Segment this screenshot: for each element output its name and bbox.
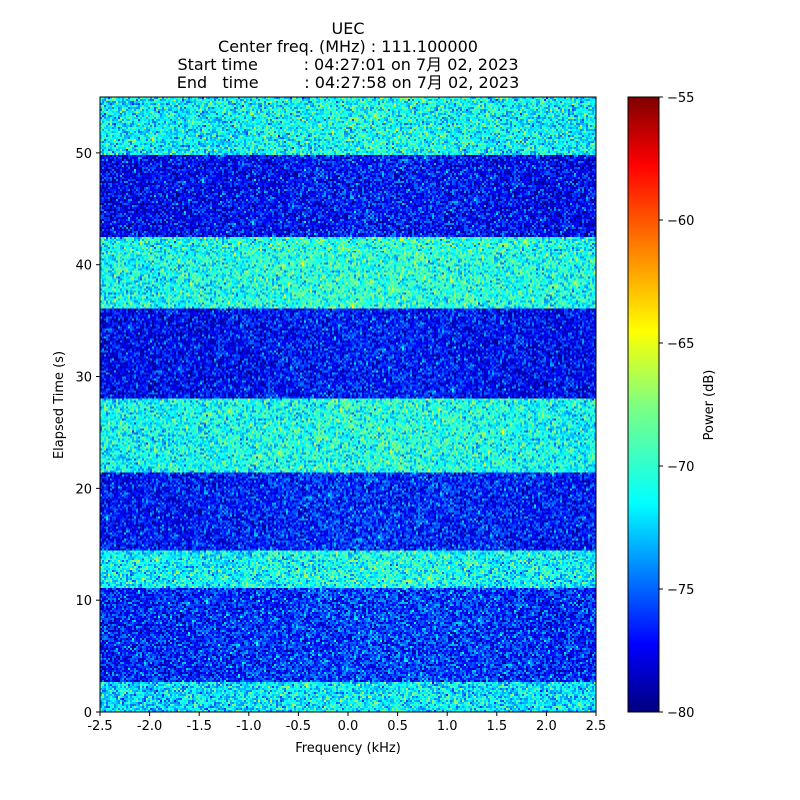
plot-area bbox=[99, 96, 597, 713]
colorbar-gradient bbox=[627, 96, 660, 713]
x-tick-label: 2.5 bbox=[586, 719, 607, 734]
chart-title-line-2: Center freq. (MHz) : 111.100000 bbox=[218, 37, 478, 56]
x-tick-label: -2.5 bbox=[87, 719, 112, 734]
y-tick-label: 10 bbox=[75, 594, 92, 609]
colorbar-label: Power (dB) bbox=[702, 370, 717, 441]
y-tick-label: 0 bbox=[84, 706, 92, 721]
colorbar-tick-label: −75 bbox=[667, 583, 694, 598]
colorbar-tick-label: −55 bbox=[667, 91, 694, 106]
x-axis: -2.5 -2.0 -1.5 -1.0 -0.5 0.0 0.5 1.0 1.5 2.0 2.5 bbox=[87, 712, 606, 734]
x-tick-label: 2.0 bbox=[536, 719, 557, 734]
chart-title-line-3: Start time : 04:27:01 on 7月 02, 2023 bbox=[177, 55, 519, 74]
y-axis-label: Elapsed Time (s) bbox=[52, 351, 67, 459]
x-tick-label: -1.5 bbox=[187, 719, 212, 734]
chart-title-line-1: UEC bbox=[331, 19, 365, 38]
y-tick-label: 30 bbox=[75, 371, 92, 386]
colorbar-axis: −80 −75 −70 −65 −60 −55 bbox=[659, 91, 694, 721]
x-tick-label: -1.0 bbox=[236, 719, 261, 734]
spectrogram-heatmap bbox=[100, 97, 596, 712]
colorbar bbox=[627, 96, 660, 713]
colorbar-tick-label: −80 bbox=[667, 706, 694, 721]
x-tick-label: 1.5 bbox=[486, 719, 507, 734]
y-tick-label: 20 bbox=[75, 482, 92, 497]
x-axis-label: Frequency (kHz) bbox=[295, 741, 401, 756]
x-tick-label: 0.5 bbox=[387, 719, 408, 734]
colorbar-tick-label: −65 bbox=[667, 337, 694, 352]
x-tick-label: -0.5 bbox=[286, 719, 311, 734]
x-tick-label: 1.0 bbox=[437, 719, 458, 734]
x-tick-label: -2.0 bbox=[137, 719, 162, 734]
colorbar-tick-label: −70 bbox=[667, 460, 694, 475]
colorbar-tick-label: −60 bbox=[667, 214, 694, 229]
x-tick-label: 0.0 bbox=[338, 719, 359, 734]
chart-title-line-4: End time : 04:27:58 on 7月 02, 2023 bbox=[176, 73, 520, 92]
y-tick-label: 50 bbox=[75, 147, 92, 162]
y-tick-label: 40 bbox=[75, 259, 92, 274]
y-axis: 0 10 20 30 40 50 bbox=[75, 147, 100, 721]
